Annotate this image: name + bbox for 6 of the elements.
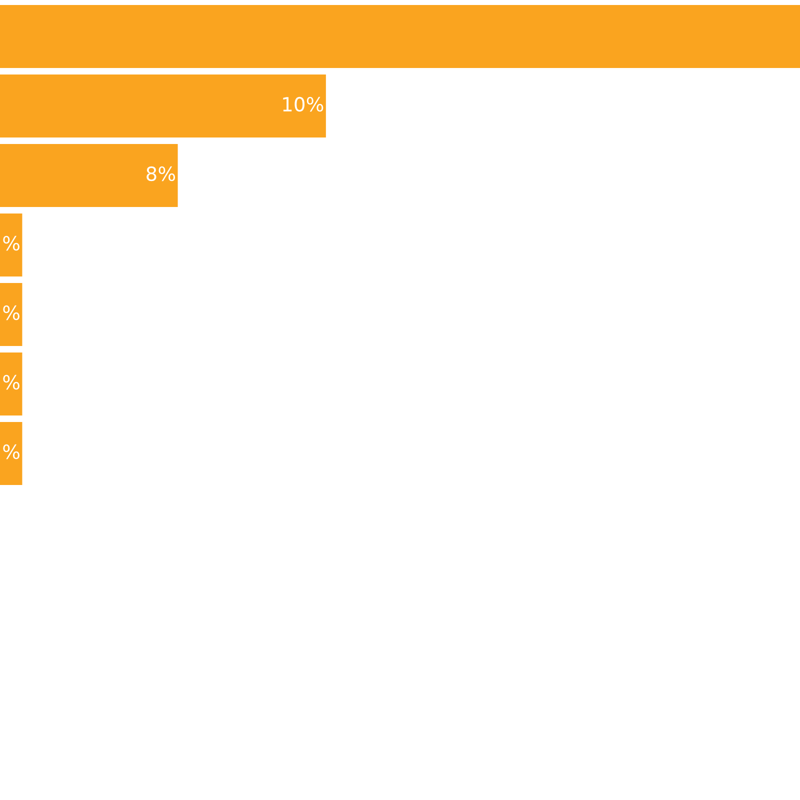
data-label: % xyxy=(3,305,20,320)
data-label: % xyxy=(3,236,20,251)
data-label: % xyxy=(3,374,20,390)
data-label: % xyxy=(3,444,20,460)
data-label: 8% xyxy=(146,166,176,182)
data-label: 10% xyxy=(283,96,324,112)
